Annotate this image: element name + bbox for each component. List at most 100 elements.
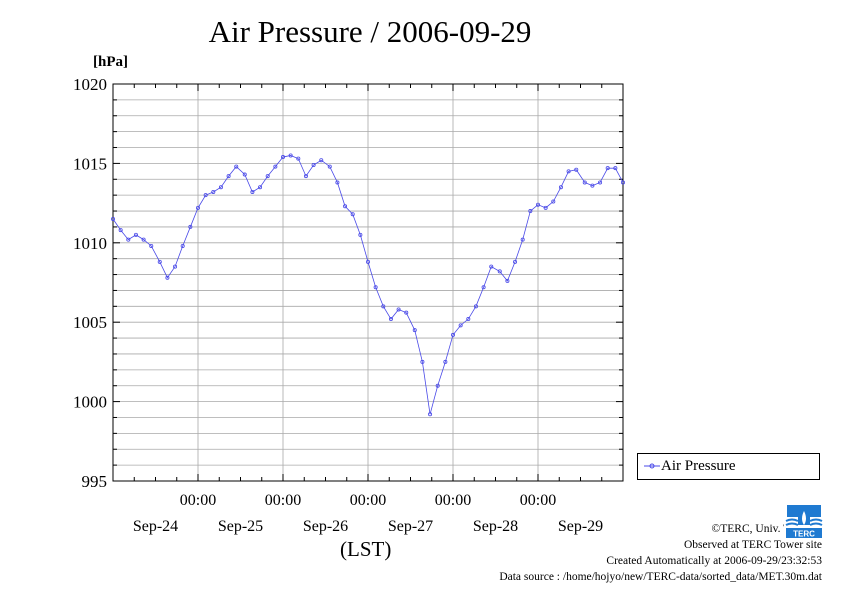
x-date-label: Sep-29 (558, 518, 603, 535)
data-point (598, 180, 603, 185)
data-point (188, 224, 193, 229)
data-point (443, 359, 448, 364)
data-point (195, 205, 200, 210)
data-point (350, 212, 355, 217)
y-tick-label: 1005 (73, 313, 107, 332)
data-point (250, 189, 255, 194)
data-point (296, 156, 301, 161)
data-point (126, 237, 131, 242)
data-point (165, 275, 170, 280)
data-point (133, 232, 138, 237)
data-point (458, 323, 463, 328)
x-time-tick-label: 00:00 (265, 492, 301, 509)
data-point (157, 259, 162, 264)
data-point (621, 180, 626, 185)
y-tick-label: 995 (82, 472, 108, 491)
chart-title: Air Pressure / 2006-09-29 (208, 14, 532, 49)
y-axis-unit-label: [hPa] (93, 54, 128, 70)
observed-text: Observed at TERC Tower site (683, 539, 822, 551)
data-point (311, 162, 316, 167)
data-point (180, 243, 185, 248)
data-point (466, 317, 471, 322)
legend: Air Pressure (637, 453, 820, 480)
y-tick-label: 1015 (73, 154, 107, 173)
axes (112, 83, 624, 482)
data-point (149, 243, 154, 248)
data-point (118, 228, 123, 233)
data-point (489, 264, 494, 269)
y-tick-label: 1000 (73, 393, 107, 412)
x-date-label: Sep-27 (388, 518, 433, 535)
data-point (412, 328, 417, 333)
data-point (404, 310, 409, 315)
data-point (428, 412, 433, 417)
data-point (497, 269, 502, 274)
data-point (242, 172, 247, 177)
x-time-tick-label: 00:00 (180, 492, 216, 509)
data-point (265, 174, 270, 179)
data-point (590, 183, 595, 188)
x-date-label: Sep-25 (218, 518, 263, 535)
data-point (234, 164, 239, 169)
x-time-tick-label: 00:00 (350, 492, 386, 509)
data-point (373, 285, 378, 290)
data-point (543, 205, 548, 210)
series-air-pressure (111, 153, 626, 417)
data-point (396, 307, 401, 312)
data-point (613, 166, 618, 171)
data-point (536, 202, 541, 207)
x-date-label: Sep-28 (473, 518, 518, 535)
data-point (473, 304, 478, 309)
data-point (327, 164, 332, 169)
data-point (258, 185, 263, 190)
data-point (343, 204, 348, 209)
terc-logo-icon: TERC (784, 503, 824, 539)
data-point (319, 158, 324, 163)
x-axis-unit-label: (LST) (340, 537, 392, 561)
data-point (203, 193, 208, 198)
data-point (481, 285, 486, 290)
y-tick-label: 1010 (73, 234, 107, 253)
grid-lines (113, 84, 623, 481)
data-point (551, 199, 556, 204)
copyright-text: ©TERC, Univ. Tsukuba (711, 523, 822, 535)
x-date-label: Sep-24 (133, 518, 178, 535)
series-line (112, 155, 624, 415)
data-point (420, 359, 425, 364)
data-point (558, 185, 563, 190)
data-point (111, 216, 116, 221)
x-time-tick-label: 00:00 (520, 492, 556, 509)
data-point (520, 237, 525, 242)
source-text: Data source : /home/hojyo/new/TERC-data/… (499, 571, 822, 583)
data-point (335, 180, 340, 185)
data-point (505, 278, 510, 283)
logo-text: TERC (793, 530, 815, 539)
data-point (303, 174, 308, 179)
data-point (574, 167, 579, 172)
y-tick-label: 1020 (73, 75, 107, 94)
data-point (381, 304, 386, 309)
x-time-tick-label: 00:00 (435, 492, 471, 509)
data-point (388, 317, 393, 322)
data-point (513, 259, 518, 264)
data-point (280, 155, 285, 160)
data-point (566, 169, 571, 174)
data-point (528, 209, 533, 214)
legend-marker-icon (644, 463, 660, 469)
legend-label: Air Pressure (661, 458, 736, 474)
data-point (141, 237, 146, 242)
data-point (218, 185, 223, 190)
created-text: Created Automatically at 2006-09-29/23:3… (606, 555, 822, 567)
data-point (226, 174, 231, 179)
data-point (358, 232, 363, 237)
data-point (273, 164, 278, 169)
data-point (605, 166, 610, 171)
data-point (582, 180, 587, 185)
credits: ©TERC, Univ. Tsukuba Observed at TERC To… (499, 521, 822, 585)
data-point (435, 383, 440, 388)
data-point (173, 264, 178, 269)
tick-labels: 995 1000 1005 1010 1015 1020 00:00 00:00 00:00 00… (73, 75, 603, 535)
data-point (365, 259, 370, 264)
data-point (211, 189, 216, 194)
